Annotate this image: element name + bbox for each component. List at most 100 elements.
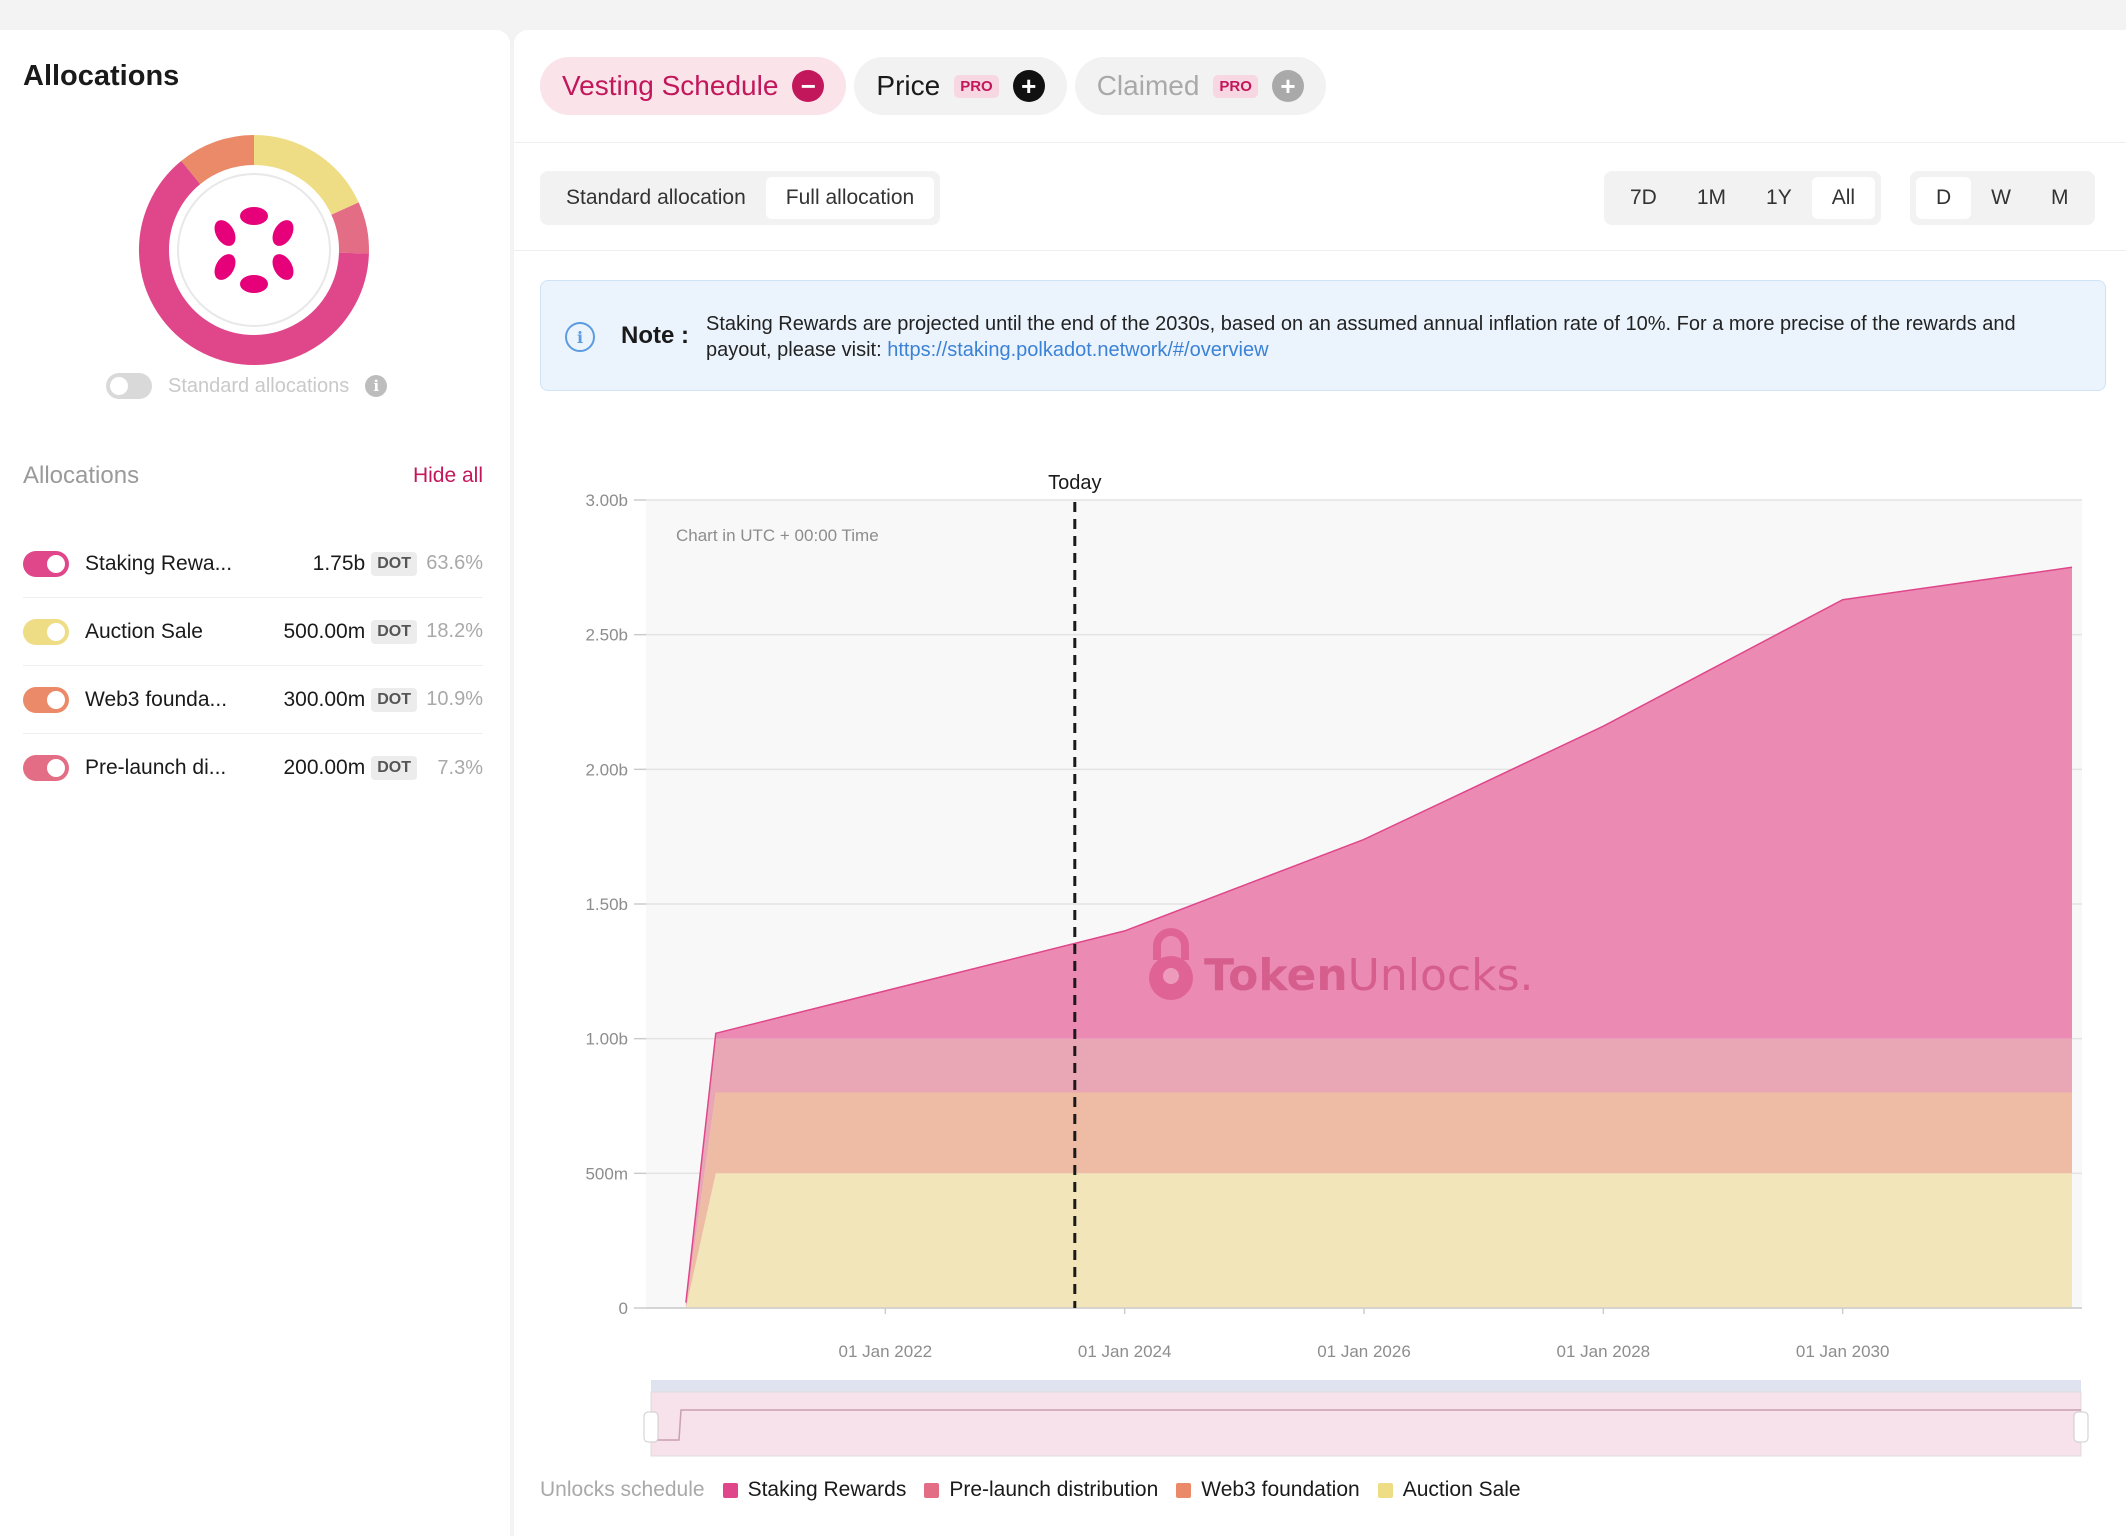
token-badge: DOT [371, 687, 417, 712]
legend-swatch [1377, 1482, 1393, 1498]
area-series [685, 567, 2072, 1308]
y-tick-label: 2.50b [585, 626, 628, 645]
chart-areas [685, 566, 2073, 1308]
token-badge: DOT [371, 551, 417, 576]
navigator-left-handle[interactable] [643, 1411, 659, 1443]
allocation-toggle[interactable] [23, 686, 69, 713]
allocation-amount: 300.00m [283, 687, 366, 711]
vesting-schedule-chart: 0 500m 1.00b 1.50b 2.00b 2.50b 3.00b 01 Jan 20… [585, 472, 2089, 1457]
tab-label: Vesting Schedule [562, 70, 779, 101]
legend-item-auction-sale[interactable]: Auction Sale [1377, 1478, 1521, 1502]
allocation-row-auction-sale: Auction Sale 500.00m DOT 18.2% [23, 598, 483, 666]
allocation-mode-switch: Standard allocation Full allocation [540, 171, 941, 225]
granularity-w-button[interactable]: W [1991, 186, 2011, 209]
allocation-percent: 63.6% [426, 552, 483, 574]
granularity-d-button[interactable]: D [1916, 177, 1972, 219]
legend-item-staking-rewards[interactable]: Staking Rewards [722, 1478, 906, 1502]
legend-item-web3-foundation[interactable]: Web3 foundation [1176, 1478, 1360, 1502]
allocations-list-title: Allocations [23, 462, 140, 489]
standard-allocations-toggle[interactable] [106, 373, 152, 399]
info-icon[interactable]: i [365, 375, 388, 397]
granularity-switch: D W M [1910, 171, 2095, 225]
staking-link[interactable]: https://staking.polkadot.network/#/overv… [887, 339, 1269, 361]
area-outline [685, 566, 2073, 1303]
navigator-scrollbar[interactable] [651, 1380, 2081, 1392]
allocations-panel: Allocations Standard allocations i Alloc… [0, 30, 510, 1536]
range-1y-button[interactable]: 1Y [1766, 186, 1792, 209]
navigator-window[interactable] [650, 1391, 2082, 1457]
main-panel: Vesting Schedule − Price PRO + Claimed P… [514, 30, 2126, 1536]
divider [514, 142, 2126, 143]
allocation-row-pre-launch: Pre-launch di... 200.00m DOT 7.3% [23, 734, 483, 802]
area-series [685, 1092, 2072, 1308]
y-tick-label: 2.00b [585, 760, 628, 779]
allocation-toggle[interactable] [23, 755, 69, 781]
legend-item-pre-launch[interactable]: Pre-launch distribution [924, 1478, 1158, 1502]
polkadot-logo-icon [214, 207, 294, 293]
navigator-right-handle[interactable] [2073, 1411, 2089, 1443]
tokenunlocks-watermark: TokenUnlocks. [1149, 928, 1533, 1001]
allocation-row-web3-foundation: Web3 founda... 300.00m DOT 10.9% [23, 666, 483, 734]
navigator-series [651, 1409, 2081, 1441]
view-tabs: Vesting Schedule − Price PRO + Claimed P… [540, 57, 1326, 115]
range-navigator [643, 1380, 2089, 1457]
pro-badge: PRO [1213, 74, 1258, 98]
donut-slice [181, 135, 255, 185]
donut-inner-ring [177, 173, 331, 327]
today-marker: Today [1048, 472, 1101, 1308]
allocations-list: Staking Rewa... 1.75b DOT 63.6% Auction … [23, 530, 483, 802]
token-badge: DOT [371, 619, 417, 644]
x-tick-label: 01 Jan 2024 [1078, 1342, 1172, 1361]
allocation-percent: 7.3% [437, 756, 483, 779]
legend-swatch [722, 1482, 738, 1498]
allocation-row-staking-rewards: Staking Rewa... 1.75b DOT 63.6% [23, 530, 483, 598]
time-range-switch: 7D 1M 1Y All [1604, 171, 1882, 225]
donut-slice [139, 160, 369, 365]
note-label: Note : [621, 322, 690, 349]
x-tick-label: 01 Jan 2022 [839, 1342, 933, 1361]
plus-icon[interactable]: + [1012, 70, 1045, 102]
tab-vesting-schedule[interactable]: Vesting Schedule − [540, 57, 847, 115]
allocation-donut-chart [139, 135, 369, 365]
info-icon: i [565, 322, 595, 352]
allocation-name: Web3 founda... [85, 687, 228, 711]
full-allocation-button[interactable]: Full allocation [765, 177, 935, 219]
donut-slice [253, 135, 359, 216]
allocation-name: Auction Sale [85, 619, 203, 643]
legend-swatch [924, 1482, 940, 1498]
watermark-text: TokenUnlocks. [1204, 950, 1533, 1001]
range-1m-button[interactable]: 1M [1696, 186, 1727, 209]
standard-allocations-label: Standard allocations [168, 374, 350, 397]
panel-title: Allocations [23, 60, 180, 92]
tab-claimed[interactable]: Claimed PRO + [1074, 57, 1326, 115]
x-tick-label: 01 Jan 2028 [1557, 1342, 1651, 1361]
y-tick-label: 3.00b [585, 491, 628, 510]
allocation-toggle[interactable] [23, 550, 69, 577]
allocation-name: Staking Rewa... [85, 551, 233, 575]
staking-note-box: i Note : Staking Rewards are projected u… [540, 280, 2106, 391]
hide-all-button[interactable]: Hide all [412, 464, 483, 487]
legend-title: Unlocks schedule [540, 1478, 705, 1501]
allocation-toggle[interactable] [23, 618, 69, 645]
allocations-list-header: Allocations Hide all [23, 462, 483, 490]
granularity-m-button[interactable]: M [2051, 186, 2069, 209]
x-axis-ticks: 01 Jan 2022 01 Jan 2024 01 Jan 2026 01 Jan … [839, 1308, 1890, 1361]
pro-badge: PRO [954, 74, 999, 98]
token-badge: DOT [371, 756, 417, 780]
lock-icon [1149, 928, 1193, 1000]
y-axis-ticks: 0 500m 1.00b 1.50b 2.00b 2.50b 3.00b [585, 491, 646, 1318]
note-text: Staking Rewards are projected until the … [706, 313, 2016, 361]
standard-allocation-button[interactable]: Standard allocation [566, 186, 746, 209]
range-7d-button[interactable]: 7D [1630, 186, 1657, 209]
minus-icon[interactable]: − [792, 70, 825, 102]
tab-price[interactable]: Price PRO + [854, 57, 1067, 115]
y-tick-label: 500m [585, 1164, 628, 1183]
area-series [685, 1173, 2072, 1308]
utc-label: Chart in UTC + 00:00 Time [676, 526, 879, 545]
watermark-bold: Token [1204, 950, 1348, 1001]
y-tick-label: 1.50b [585, 895, 628, 914]
range-all-button[interactable]: All [1811, 177, 1876, 219]
tab-label: Claimed [1096, 70, 1200, 101]
plus-icon[interactable]: + [1271, 70, 1304, 102]
x-tick-label: 01 Jan 2030 [1796, 1342, 1890, 1361]
